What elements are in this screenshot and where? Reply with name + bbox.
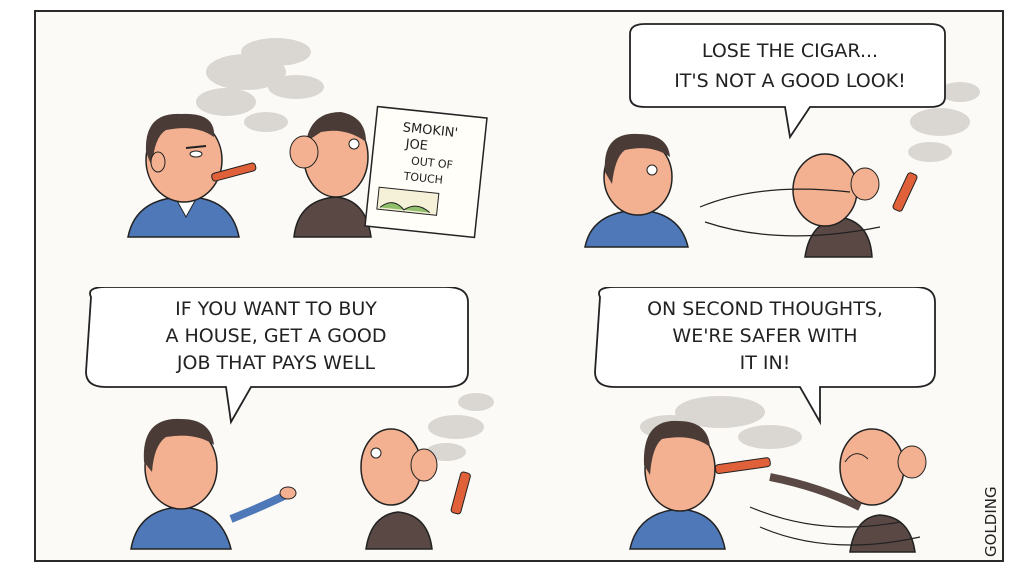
comic-frame: SMOKIN' JOE OUT OF TOUCH LOSE THE CIGAR.… bbox=[34, 10, 1004, 562]
cigar bbox=[892, 172, 918, 212]
speech-bubble: LOSE THE CIGAR... IT'S NOT A GOOD LOOK! bbox=[629, 23, 946, 140]
speech-line-1: ON SECOND THOUGHTS, bbox=[647, 298, 883, 320]
panel-4: ON SECOND THOUGHTS, WE'RE SAFER WITH IT … bbox=[520, 287, 1004, 562]
panel-1-art: SMOKIN' JOE OUT OF TOUCH bbox=[127, 38, 488, 239]
speech-line-1: LOSE THE CIGAR... bbox=[702, 40, 878, 62]
panel-3-art: IF YOU WANT TO BUY A HOUSE, GET A GOOD J… bbox=[85, 287, 494, 550]
speech-line-2: A HOUSE, GET A GOOD bbox=[165, 325, 386, 347]
character-blue-suit bbox=[584, 133, 689, 248]
panel-2: LOSE THE CIGAR... IT'S NOT A GOOD LOOK! bbox=[520, 12, 1004, 287]
panel-3: IF YOU WANT TO BUY A HOUSE, GET A GOOD J… bbox=[36, 287, 520, 562]
sign-line-2: JOE bbox=[404, 137, 429, 154]
character-blue-suit bbox=[629, 420, 726, 550]
speech-bubble: IF YOU WANT TO BUY A HOUSE, GET A GOOD J… bbox=[85, 287, 469, 425]
speech-line-3: JOB THAT PAYS WELL bbox=[176, 352, 376, 374]
character-dark-suit bbox=[289, 112, 372, 238]
character-dark-suit bbox=[749, 428, 927, 553]
signature-text: GOLDING bbox=[982, 486, 1000, 557]
character-blue-suit bbox=[127, 113, 240, 238]
cigar bbox=[211, 162, 257, 182]
speech-line-2: IT'S NOT A GOOD LOOK! bbox=[674, 70, 906, 92]
panel-4-art: ON SECOND THOUGHTS, WE'RE SAFER WITH IT … bbox=[594, 287, 936, 553]
panel-1: SMOKIN' JOE OUT OF TOUCH bbox=[36, 12, 520, 287]
speech-bubble: ON SECOND THOUGHTS, WE'RE SAFER WITH IT … bbox=[594, 287, 936, 426]
newspaper-headline: SMOKIN' JOE OUT OF TOUCH bbox=[402, 120, 459, 187]
smoke-cloud bbox=[196, 38, 324, 132]
speech-line-3: IT IN! bbox=[740, 352, 791, 374]
cigar bbox=[450, 471, 471, 515]
cigar bbox=[714, 457, 771, 475]
character-blue-suit bbox=[130, 418, 297, 550]
character-dark-suit bbox=[360, 428, 438, 550]
sign-line-4: TOUCH bbox=[402, 170, 444, 187]
speech-line-2: WE'RE SAFER WITH bbox=[672, 325, 857, 347]
smoke-cloud bbox=[908, 82, 980, 162]
sign-line-3: OUT OF bbox=[410, 154, 453, 171]
smoke-cloud bbox=[426, 393, 494, 461]
sign-line-1: SMOKIN' bbox=[402, 120, 459, 141]
artist-signature: GOLDING bbox=[982, 486, 1000, 557]
character-dark-suit bbox=[699, 153, 881, 258]
newspaper bbox=[364, 105, 488, 239]
panel-2-art: LOSE THE CIGAR... IT'S NOT A GOOD LOOK! bbox=[584, 23, 980, 258]
speech-line-1: IF YOU WANT TO BUY bbox=[175, 298, 377, 320]
